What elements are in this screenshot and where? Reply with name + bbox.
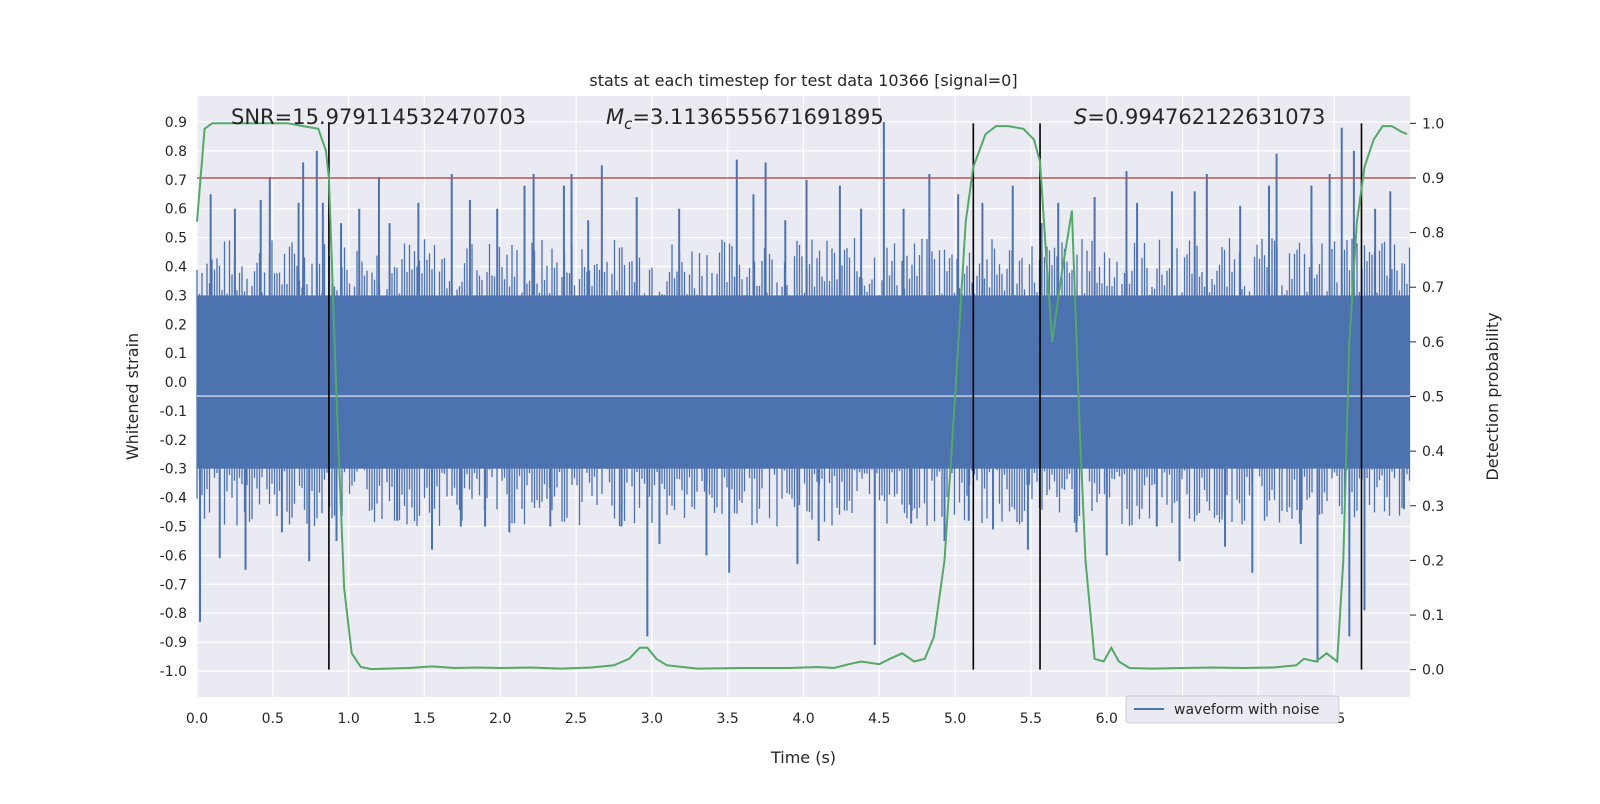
left-y-tick-label: -0.4 bbox=[160, 491, 187, 507]
right-y-tick-label: 0.3 bbox=[1422, 499, 1444, 515]
left-y-tick-label: 0.0 bbox=[165, 375, 187, 391]
left-y-axis-label: Whitened strain bbox=[123, 333, 142, 460]
left-y-tick-label: -0.6 bbox=[160, 548, 187, 564]
vertical-markers bbox=[328, 123, 1363, 670]
chirp-mass-annotation: Mc=3.1136555671691895 bbox=[606, 105, 884, 133]
x-tick-label: 1.0 bbox=[337, 711, 359, 727]
left-y-tick-label: 0.8 bbox=[165, 144, 187, 160]
score-value: =0.994762122631073 bbox=[1087, 105, 1325, 129]
score-symbol: S bbox=[1074, 105, 1087, 129]
right-y-tick-label: 0.0 bbox=[1422, 663, 1444, 679]
x-tick-label: 2.5 bbox=[565, 711, 587, 727]
x-tick-label: 4.5 bbox=[868, 711, 890, 727]
x-tick-label: 4.0 bbox=[792, 711, 814, 727]
score-annotation: S=0.994762122631073 bbox=[1074, 105, 1325, 129]
right-y-tick-label: 0.8 bbox=[1422, 226, 1444, 242]
left-y-tick-label: 0.1 bbox=[165, 346, 187, 362]
waveform-series bbox=[196, 122, 1411, 663]
legend-box bbox=[1125, 695, 1340, 724]
chirp-mass-value: =3.1136555671691895 bbox=[632, 105, 883, 129]
left-y-tick-label: -0.5 bbox=[160, 520, 187, 536]
left-y-axis-ticks: 0.9 0.8 0.7 0.6 0.5 0.4 0.3 0.2 0.1 0.0 -0.1 -0.2 -0… bbox=[160, 115, 187, 680]
right-y-tick-label: 0.2 bbox=[1422, 553, 1444, 569]
right-y-tick-label: 0.9 bbox=[1422, 171, 1444, 187]
x-axis-label: Time (s) bbox=[770, 748, 836, 767]
left-y-tick-label: 0.9 bbox=[165, 115, 187, 131]
x-tick-label: 6.0 bbox=[1096, 711, 1118, 727]
x-tick-label: 0.5 bbox=[262, 711, 284, 727]
left-y-tick-label: -0.8 bbox=[160, 606, 187, 622]
snr-annotation: SNR=15.979114532470703 bbox=[231, 105, 526, 129]
probability-series-line bbox=[196, 122, 1408, 671]
chirp-mass-symbol: M bbox=[606, 105, 624, 129]
chart-title: stats at each timestep for test data 103… bbox=[589, 71, 1017, 90]
left-y-tick-label: -0.2 bbox=[160, 433, 187, 449]
right-y-tick-label: 0.7 bbox=[1422, 280, 1444, 296]
x-tick-label: 5.0 bbox=[944, 711, 966, 727]
legend-entry-waveform: waveform with noise bbox=[1174, 702, 1319, 718]
left-y-tick-label: 0.7 bbox=[165, 173, 187, 189]
waveform-noise-trace bbox=[196, 238, 1411, 527]
chirp-mass-subscript: c bbox=[624, 115, 633, 133]
left-y-tick-label: 0.5 bbox=[165, 231, 187, 247]
right-y-tick-label: 0.4 bbox=[1422, 444, 1444, 460]
right-y-tick-label: 1.0 bbox=[1422, 116, 1444, 132]
left-y-tick-label: -0.9 bbox=[160, 635, 187, 651]
left-y-tick-label: 0.6 bbox=[165, 202, 187, 218]
x-tick-label: 0.0 bbox=[186, 711, 208, 727]
right-y-axis-ticks: 1.0 0.9 0.8 0.7 0.6 0.5 0.4 0.3 0.2 0.1 0.0 bbox=[1410, 116, 1444, 679]
left-y-tick-label: 0.4 bbox=[165, 259, 187, 275]
left-y-tick-label: -0.1 bbox=[160, 404, 187, 420]
legend: waveform with noise bbox=[1125, 695, 1340, 724]
left-y-tick-label: -0.3 bbox=[160, 462, 187, 478]
right-y-axis-label: Detection probability bbox=[1483, 312, 1502, 480]
x-tick-label: 1.5 bbox=[413, 711, 435, 727]
x-tick-label: 5.5 bbox=[1020, 711, 1042, 727]
right-y-tick-label: 0.5 bbox=[1422, 390, 1444, 406]
right-y-tick-label: 0.1 bbox=[1422, 608, 1444, 624]
left-y-tick-label: -0.7 bbox=[160, 577, 187, 593]
left-y-tick-label: 0.2 bbox=[165, 317, 187, 333]
x-tick-label: 3.5 bbox=[717, 711, 739, 727]
left-y-tick-label: 0.3 bbox=[165, 288, 187, 304]
x-tick-label: 3.0 bbox=[641, 711, 663, 727]
left-y-tick-label: -1.0 bbox=[160, 664, 187, 680]
x-tick-label: 2.0 bbox=[489, 711, 511, 727]
right-y-tick-label: 0.6 bbox=[1422, 335, 1444, 351]
